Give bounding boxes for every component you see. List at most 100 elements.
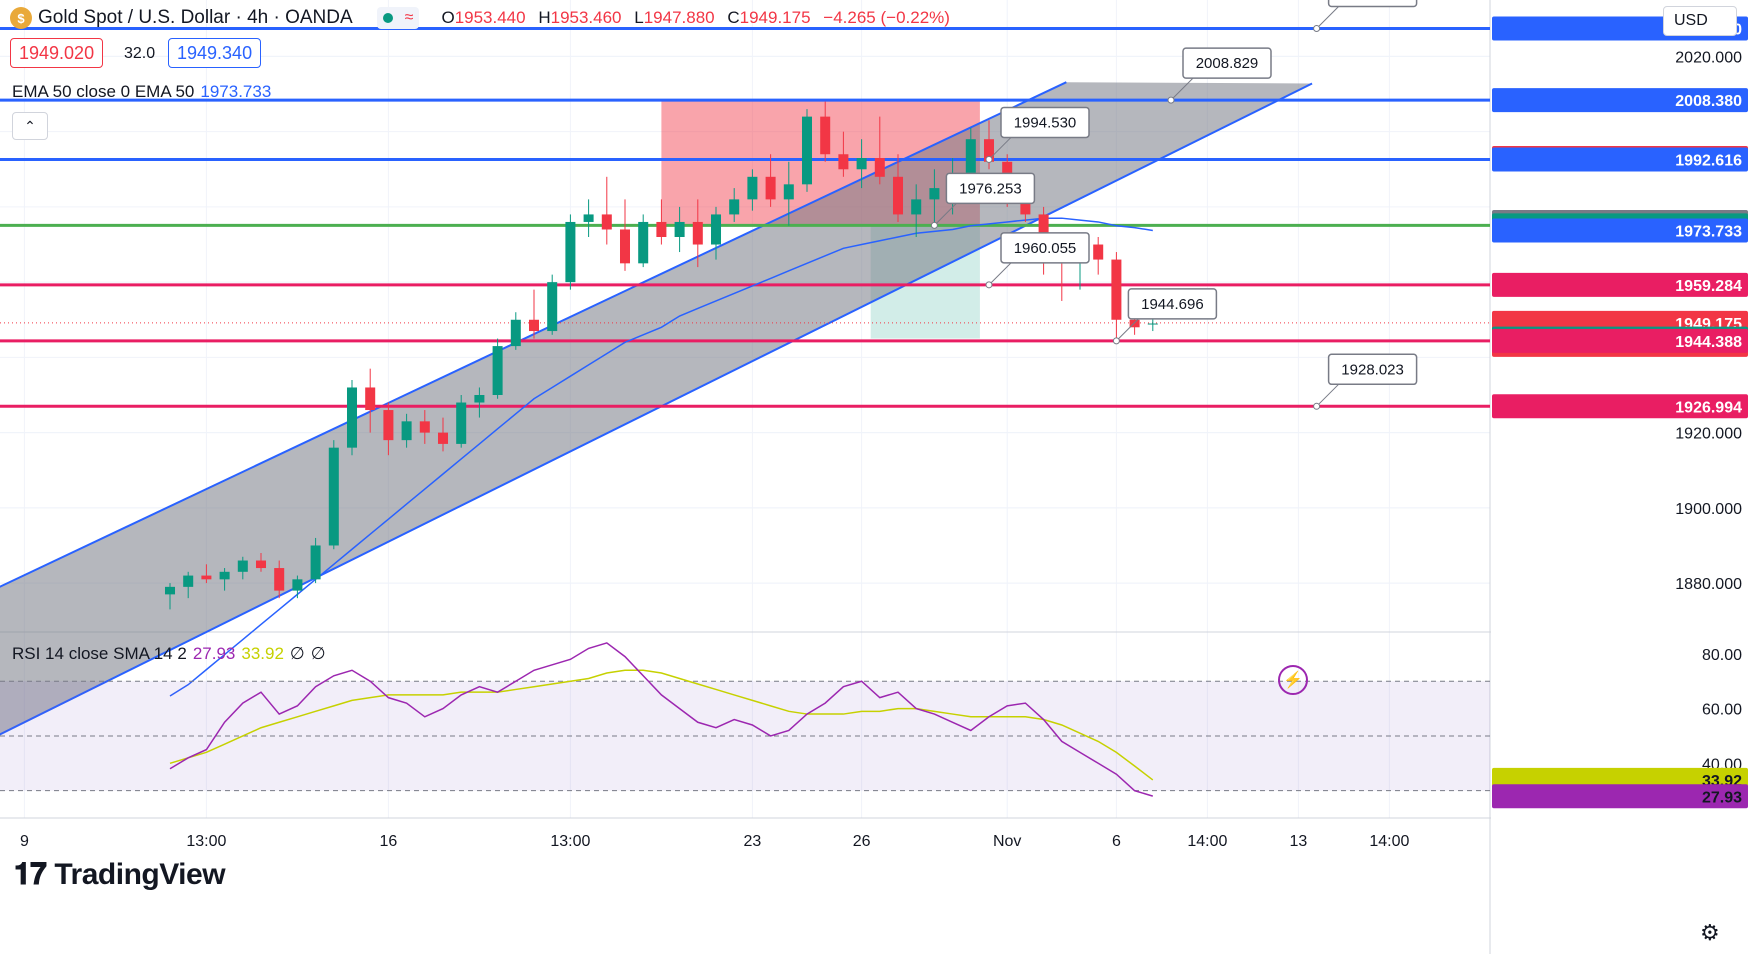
time-tick: 26 (853, 833, 871, 850)
rsi-tick: 80.00 (1702, 647, 1742, 664)
time-tick: Nov (993, 833, 1021, 850)
ohlc-high-label: H (538, 8, 551, 27)
candle (474, 387, 485, 418)
time-tick: 23 (744, 833, 762, 850)
candle (547, 274, 558, 335)
price-callouts: 2028.570 2008.829 1994.530 1976.253 1960.055… (930, 0, 1418, 410)
buy-price: 1949.340 (177, 42, 253, 63)
candle (601, 176, 612, 245)
time-tick: 13 (1290, 833, 1308, 850)
callout-box (1000, 106, 1090, 139)
candle-body (565, 221, 576, 283)
candle-body (729, 199, 740, 215)
candle (346, 379, 358, 456)
candle (856, 139, 867, 189)
candle-body (856, 158, 867, 170)
candle-body (219, 571, 230, 580)
price-tick: 1900.000 (1675, 501, 1742, 518)
callout-leader (1316, 383, 1339, 407)
price-axis[interactable]: 2020.0001920.0001900.0001880.0002027.420… (1491, 0, 1750, 954)
candle-body (492, 346, 503, 395)
candle-body (983, 139, 995, 162)
candle-body (474, 395, 485, 403)
candle-body (419, 421, 430, 433)
callout-anchor (985, 155, 993, 163)
callout-anchor (1167, 96, 1175, 104)
candle-body (619, 229, 631, 264)
callout-anchor (930, 221, 938, 229)
candle-body (929, 188, 940, 200)
rsi-legend-label: RSI 14 close SMA 14 2 (12, 644, 187, 663)
candle (328, 440, 339, 550)
candle (419, 410, 430, 444)
market-status[interactable]: ≈ (376, 7, 420, 29)
candle (874, 116, 885, 185)
ohlc-open-label: O (441, 8, 455, 27)
ema-legend-value: 1973.733 (200, 82, 272, 101)
candle-body (965, 139, 976, 174)
candle-body (292, 579, 303, 591)
candle-body (346, 387, 358, 448)
candle (164, 583, 176, 610)
callout-leader (1170, 77, 1194, 101)
price-tick: 2020.000 (1675, 49, 1742, 66)
tradingview-mark-icon: 𝟏𝟕 (14, 858, 47, 891)
candle (729, 188, 740, 222)
price-badge (1492, 147, 1748, 172)
price-badge-label: 1926.994 (1675, 399, 1742, 416)
callout-leader (988, 137, 1012, 160)
callout-leader (1316, 6, 1339, 29)
rsi-extra-1: ∅ (289, 644, 305, 663)
collapse-legend-button[interactable]: ⌃ (12, 112, 48, 140)
candle-body (710, 214, 722, 245)
callout-label: 1944.696 (1141, 296, 1204, 313)
callout-label: 1994.530 (1014, 114, 1077, 131)
candle (510, 312, 521, 350)
candle-body (838, 154, 849, 170)
symbol-title[interactable]: Gold Spot / U.S. Dollar · 4h · OANDA (38, 7, 353, 28)
ohlc-change: −4.265 (−0.22%) (823, 8, 950, 27)
buy-button[interactable]: 1949.340 (168, 38, 262, 68)
callout-box (945, 172, 1036, 205)
rsi-path (169, 642, 1154, 797)
gear-icon[interactable]: ⚙ (1700, 920, 1720, 945)
sell-button[interactable]: 1949.020 (10, 38, 104, 68)
candle-body (510, 319, 521, 347)
rsi-legend[interactable]: RSI 14 close SMA 14 2 27.93 33.92 ∅ ∅ (12, 644, 326, 664)
candle (456, 395, 467, 448)
brand-name: TradingView (54, 858, 226, 891)
ema-legend-label: EMA 50 close 0 EMA 50 (12, 82, 195, 101)
ohlc-close-label: C (727, 8, 740, 27)
time-axis[interactable]: 9 13:00 16 13:00 23 26 Nov 6 14:00 13 14:00 (20, 833, 1410, 850)
tradingview-logo: 𝟏𝟕 TradingView (14, 858, 226, 892)
candle-body (310, 545, 321, 580)
time-tick: 14:00 (1187, 833, 1227, 850)
candle-body (1093, 244, 1104, 260)
lightning-icon[interactable]: ⚡ (1278, 665, 1308, 695)
candle (783, 161, 794, 226)
ema-legend[interactable]: EMA 50 close 0 EMA 50 1973.733 (12, 82, 271, 102)
candle-body (583, 214, 594, 222)
currency-selector[interactable]: USD (1663, 6, 1737, 36)
candle-body (820, 116, 831, 155)
candle-body (892, 176, 904, 215)
ohlc-high: 1953.460 (550, 8, 622, 27)
candle (674, 206, 685, 253)
callout-label: 1928.023 (1341, 361, 1404, 378)
callout-anchor (1313, 402, 1321, 410)
candle-body (183, 575, 194, 587)
ohlc-open: 1953.440 (454, 8, 526, 27)
price-badge-label: 1944.388 (1675, 334, 1742, 351)
candle-body (765, 176, 776, 200)
candle-body (456, 402, 467, 444)
candle (638, 214, 649, 268)
price-badge (1492, 218, 1748, 243)
price-badge (1492, 328, 1748, 353)
candle (255, 553, 267, 572)
ema-50-path (169, 217, 1153, 697)
candle-body (401, 421, 412, 441)
candle (219, 568, 230, 591)
callout-anchor (985, 281, 993, 289)
